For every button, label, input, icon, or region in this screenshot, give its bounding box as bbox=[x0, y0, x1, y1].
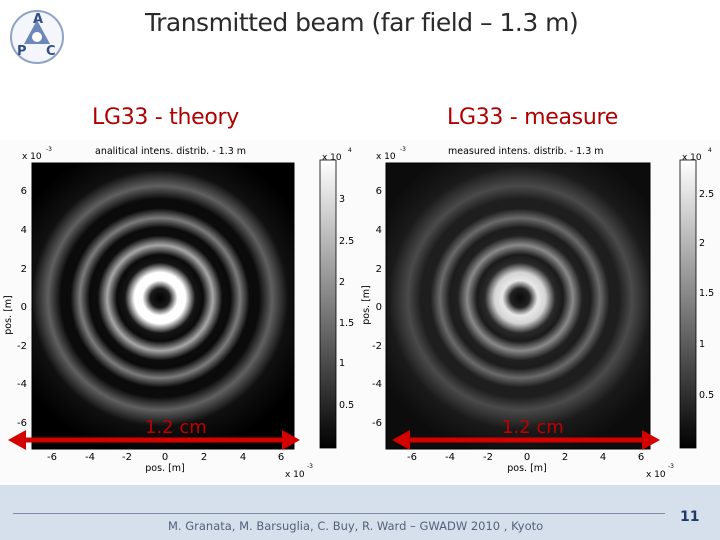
theory-y-tick: -6 bbox=[17, 418, 27, 429]
footer-authors: M. Granata, M. Barsuglia, C. Buy, R. War… bbox=[168, 519, 544, 533]
theory-y-exp: x 10 bbox=[22, 152, 42, 162]
theory-size-label: 1.2 cm bbox=[145, 417, 207, 438]
measure-x-tick: -4 bbox=[445, 452, 455, 463]
theory-y-tick: 2 bbox=[21, 264, 27, 275]
measure-cb-tick: 0.5 bbox=[699, 390, 714, 401]
logo-letter-p: P bbox=[17, 44, 27, 59]
theory-plot-title: analitical intens. distrib. - 1.3 m bbox=[95, 146, 246, 157]
measure-subtitle: LG33 - measure bbox=[447, 105, 618, 130]
theory-plot: analitical intens. distrib. - 1.3 m x 10… bbox=[0, 140, 354, 485]
theory-x-exp: x 10 bbox=[285, 470, 305, 480]
measure-x-tick: -6 bbox=[407, 452, 417, 463]
measure-y-label: pos. [m] bbox=[361, 285, 372, 325]
theory-x-tick: 2 bbox=[201, 452, 207, 463]
measure-y-tick: 6 bbox=[376, 186, 382, 197]
theory-x-tick: 0 bbox=[162, 452, 168, 463]
theory-y-tick: 6 bbox=[21, 186, 27, 197]
measure-cb-tick: 1 bbox=[699, 339, 705, 350]
theory-colorbar bbox=[319, 159, 337, 449]
measure-plot-title: measured intens. distrib. - 1.3 m bbox=[448, 146, 604, 157]
measure-cb-tick: 2 bbox=[699, 238, 705, 249]
measure-y-tick: -2 bbox=[372, 341, 382, 352]
theory-x-tick: -6 bbox=[47, 452, 57, 463]
measure-x-tick: 4 bbox=[600, 452, 606, 463]
measure-plot: measured intens. distrib. - 1.3 m x 10 -… bbox=[360, 138, 714, 485]
measure-y-tick: -4 bbox=[372, 379, 382, 390]
theory-cb-tick: 1.5 bbox=[339, 318, 354, 329]
logo-letter-a: A bbox=[33, 12, 43, 27]
measure-x-tick: 2 bbox=[562, 452, 568, 463]
measure-x-tick: -2 bbox=[483, 452, 493, 463]
measure-x-tick: 6 bbox=[638, 452, 644, 463]
measure-x-tick: 0 bbox=[524, 452, 530, 463]
measure-y-exp: x 10 bbox=[376, 152, 396, 162]
footer-bar bbox=[0, 485, 720, 540]
measure-cb-exp-power: 4 bbox=[708, 147, 712, 154]
theory-y-tick: -2 bbox=[17, 341, 27, 352]
theory-x-tick: -2 bbox=[122, 452, 132, 463]
measure-y-tick: 2 bbox=[376, 264, 382, 275]
theory-x-tick: 6 bbox=[278, 452, 284, 463]
theory-cb-tick: 0.5 bbox=[339, 400, 354, 411]
measure-x-label: pos. [m] bbox=[507, 463, 547, 474]
measure-x-exp-power: -3 bbox=[668, 463, 674, 470]
slide-title: Transmitted beam (far field – 1.3 m) bbox=[145, 8, 579, 37]
measure-size-label: 1.2 cm bbox=[502, 417, 564, 438]
measure-y-tick: -6 bbox=[372, 418, 382, 429]
measure-cb-exp: x 10 bbox=[682, 153, 702, 163]
theory-cb-tick: 1 bbox=[339, 358, 345, 369]
theory-x-label: pos. [m] bbox=[145, 463, 185, 474]
measure-cb-tick: 1.5 bbox=[699, 288, 714, 299]
logo-letter-c: C bbox=[46, 44, 56, 59]
theory-y-tick: 4 bbox=[21, 225, 27, 236]
theory-y-label: pos. [m] bbox=[3, 295, 14, 335]
theory-x-tick: -4 bbox=[85, 452, 95, 463]
theory-subtitle: LG33 - theory bbox=[92, 105, 239, 130]
theory-cb-tick: 2 bbox=[339, 277, 345, 288]
measure-beam-rings bbox=[360, 138, 680, 458]
footer-divider bbox=[13, 513, 665, 514]
theory-cb-tick: 3 bbox=[339, 194, 345, 205]
measure-colorbar bbox=[679, 159, 697, 449]
theory-y-tick: -4 bbox=[17, 379, 27, 390]
theory-plot-panel: analitical intens. distrib. - 1.3 m x 10… bbox=[0, 140, 360, 485]
measure-y-exp-power: -3 bbox=[400, 146, 406, 153]
apc-logo-icon: A P C bbox=[10, 10, 64, 64]
measure-y-tick: 4 bbox=[376, 225, 382, 236]
measure-cb-tick: 2.5 bbox=[699, 189, 714, 200]
theory-size-arrow bbox=[8, 430, 300, 450]
theory-beam-rings bbox=[0, 140, 320, 458]
theory-y-tick: 0 bbox=[21, 302, 27, 313]
theory-x-exp-power: -3 bbox=[307, 463, 313, 470]
theory-cb-exp-power: 4 bbox=[348, 147, 352, 154]
page-number: 11 bbox=[680, 509, 700, 525]
theory-y-exp-power: -3 bbox=[46, 146, 52, 153]
measure-y-tick: 0 bbox=[376, 302, 382, 313]
theory-x-tick: 4 bbox=[240, 452, 246, 463]
theory-cb-tick: 2.5 bbox=[339, 236, 354, 247]
measure-size-arrow bbox=[392, 430, 660, 450]
theory-cb-exp: x 10 bbox=[322, 153, 342, 163]
measure-plot-panel: measured intens. distrib. - 1.3 m x 10 -… bbox=[360, 138, 720, 485]
measure-x-exp: x 10 bbox=[646, 470, 666, 480]
